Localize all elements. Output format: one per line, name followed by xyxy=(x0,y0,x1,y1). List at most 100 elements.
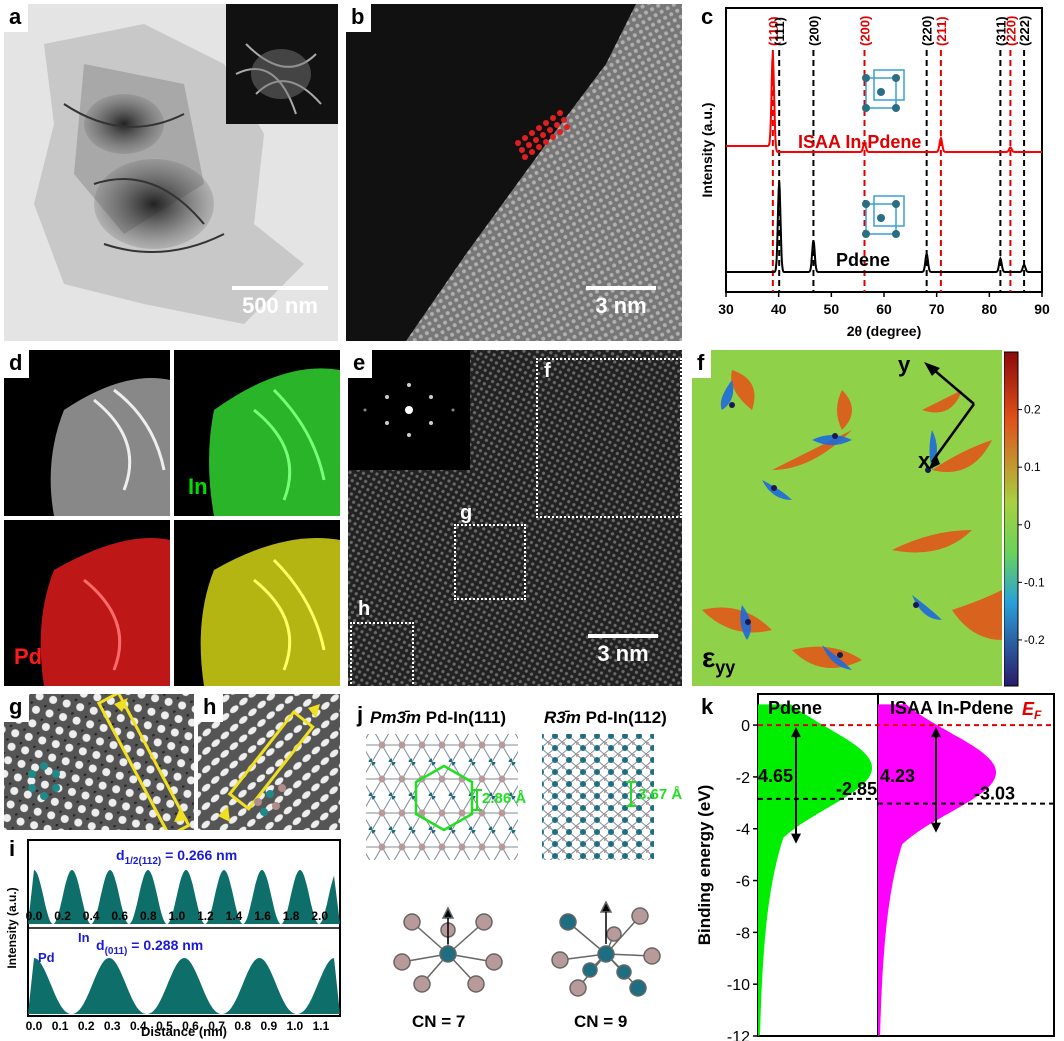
panel-d: In Pd d xyxy=(4,350,340,686)
profile-top-annotation: d1/2(112) = 0.266 nm xyxy=(116,847,237,867)
region-g-box xyxy=(454,524,526,600)
dband-width-label: 4.23 xyxy=(880,766,915,786)
profile-top-tick-label: 0.2 xyxy=(54,909,71,923)
panel-g-image xyxy=(4,694,194,830)
profile-bottom-area xyxy=(28,958,340,1014)
colorbar-tick-label: -0.1 xyxy=(1024,575,1045,589)
j-left-cn: CN = 7 xyxy=(412,1012,466,1031)
dband-y-tick-label: -6 xyxy=(736,874,750,891)
colorbar-tick-label: -0.2 xyxy=(1024,633,1045,647)
panel-b-pd-overlay xyxy=(515,110,570,160)
fermi-level-sub: F xyxy=(1034,708,1042,722)
strain-colorbar: 0.2 0.1 0 -0.1 -0.2 xyxy=(1004,351,1045,687)
panel-c-label: c xyxy=(696,4,721,32)
profile-bottom-tick-label: 0.6 xyxy=(182,1019,199,1033)
j-right-cn: CN = 9 xyxy=(574,1012,628,1031)
xrd-series-label-pdene: Pdene xyxy=(836,250,890,270)
panel-j-label: j xyxy=(352,702,371,730)
colorbar-tick-label: 0 xyxy=(1024,518,1031,532)
j-right-phase: R3̄m xyxy=(544,708,581,727)
dband-y-tick-label: -12 xyxy=(727,1029,750,1041)
j-right-plane: Pd-In(112) xyxy=(585,708,667,727)
profile-top-tick-label: 0.4 xyxy=(83,909,100,923)
cell-bcc-icon-atom xyxy=(877,88,885,96)
eds-in-label: In xyxy=(188,474,208,499)
colorbar-tick-label: 0.2 xyxy=(1024,403,1041,417)
dband-width-label: 4.65 xyxy=(758,766,793,786)
dband-arrow-head-up xyxy=(931,727,941,738)
xrd-red-ref-label: (110) xyxy=(766,16,781,46)
strain-axis-y: y xyxy=(898,352,911,377)
xrd-x-tick-label: 90 xyxy=(1034,301,1050,317)
profile-top-area xyxy=(28,870,340,924)
panel-e-label: e xyxy=(348,350,373,378)
dband-series-title: Pdene xyxy=(768,698,822,718)
xrd-chart: (110) (200) (211) (220)(111) (200) (220) (311)… xyxy=(699,7,1050,339)
xrd-x-tick-label: 80 xyxy=(982,301,998,317)
cell-bcc-icon-back xyxy=(873,69,905,101)
xrd-red-ref-label: (220) xyxy=(1003,16,1018,46)
profile-top-tick-label: 0.6 xyxy=(111,909,128,923)
panel-k: 4.65 -2.85 Pdene 4.23 -3.03 ISAA In-Pdene EF 0 -… xyxy=(692,690,1062,1041)
dband-y-tick-label: 0 xyxy=(741,718,750,735)
dband-chart: 4.65 -2.85 Pdene 4.23 -3.03 ISAA In-Pdene EF 0 -… xyxy=(695,693,1055,1041)
dband-dos-area xyxy=(758,704,872,1036)
panel-i: 0.0 0.2 0.4 0.6 0.8 1.0 1.2 1.4 1.6 1.8 2.0 0.0 0.1 0… xyxy=(4,832,344,1040)
xrd-series-line xyxy=(726,53,1042,153)
panel-f: y x εyy f 0.2 0.1 0 -0.1 -0.2 xyxy=(692,350,1062,690)
xrd-black-ref-label: (311) xyxy=(993,16,1008,46)
dband-center-label: -2.85 xyxy=(836,779,877,799)
strain-symbol: ε xyxy=(702,642,716,673)
colorbar-tick-label: 0.1 xyxy=(1024,460,1041,474)
panel-a-label: a xyxy=(4,4,29,32)
panel-a-scale-bar: 500 nm xyxy=(232,286,328,319)
region-h-box xyxy=(350,622,414,686)
j-left-plane: Pd-In(111) xyxy=(425,708,507,727)
panel-b-haadf-image xyxy=(406,4,682,341)
j-structures xyxy=(366,734,661,997)
cell-fcc-icon-atom xyxy=(862,230,870,238)
xrd-x-tick-label: 30 xyxy=(718,301,734,317)
strain-axes xyxy=(924,362,976,470)
cn9-cluster xyxy=(551,900,661,997)
xrd-x-tick-label: 40 xyxy=(771,301,787,317)
profile-top-annotation-sub: 1/2(112) xyxy=(125,856,162,867)
profile-top-tick-label: 1.2 xyxy=(197,909,214,923)
panel-b: b 3 nm xyxy=(346,4,682,341)
cell-bcc-icon-atom xyxy=(892,74,900,82)
dband-y-tick-label: -4 xyxy=(736,822,750,839)
eds-haadf-map xyxy=(4,350,170,516)
profile-top-tick-label: 1.4 xyxy=(226,909,243,923)
xrd-x-axis-label: 2θ (degree) xyxy=(847,323,921,339)
dband-y-tick-label: -8 xyxy=(736,925,750,942)
profile-bottom-tick-label: 0.0 xyxy=(26,1019,43,1033)
xrd-x-tick-label: 60 xyxy=(876,301,892,317)
cell-fcc-icon-atom xyxy=(862,200,870,208)
panel-i-label: i xyxy=(4,836,23,864)
xrd-x-tick-label: 70 xyxy=(929,301,945,317)
xrd-black-ref-label: (111) xyxy=(772,17,787,46)
profile-bottom-tick-label: 0.7 xyxy=(208,1019,225,1033)
intensity-profile-chart: 0.0 0.2 0.4 0.6 0.8 1.0 1.2 1.4 1.6 1.8 2.0 0.0 0.1 0… xyxy=(5,839,341,1039)
profile-pd-label: Pd xyxy=(38,950,55,965)
dband-arrow-head-up xyxy=(791,727,801,738)
profile-top-tick-label: 0.0 xyxy=(26,909,43,923)
strain-component-label: εyy xyxy=(702,642,735,679)
colorbar-bar xyxy=(1004,351,1019,687)
panel-f-label: f xyxy=(692,350,712,378)
profile-top-tick-label: 1.0 xyxy=(169,909,186,923)
profile-bottom-tick-label: 1.1 xyxy=(313,1019,330,1033)
panel-a-inset xyxy=(226,4,338,124)
panel-c: (110) (200) (211) (220) (111) (200) (220) (311)… xyxy=(686,0,1062,343)
panel-b-label: b xyxy=(346,4,372,32)
j-left-title: Pm3̄m Pd-In(111) xyxy=(370,708,506,728)
profile-bottom-annotation-val: = 0.288 nm xyxy=(127,937,203,953)
strain-map: y x εyy f xyxy=(692,350,1002,686)
profile-top-annotation-val: = 0.266 nm xyxy=(161,847,237,863)
dband-y-tick-label: -10 xyxy=(727,977,750,994)
panel-a-scale-text: 500 nm xyxy=(242,293,318,318)
dband-y-axis-label: Binding energy (eV) xyxy=(695,785,714,946)
profile-bottom-annotation: d(011) = 0.288 nm xyxy=(96,937,203,957)
profile-top-tick-label: 2.0 xyxy=(311,909,328,923)
cell-fcc-icon-atom xyxy=(892,200,900,208)
